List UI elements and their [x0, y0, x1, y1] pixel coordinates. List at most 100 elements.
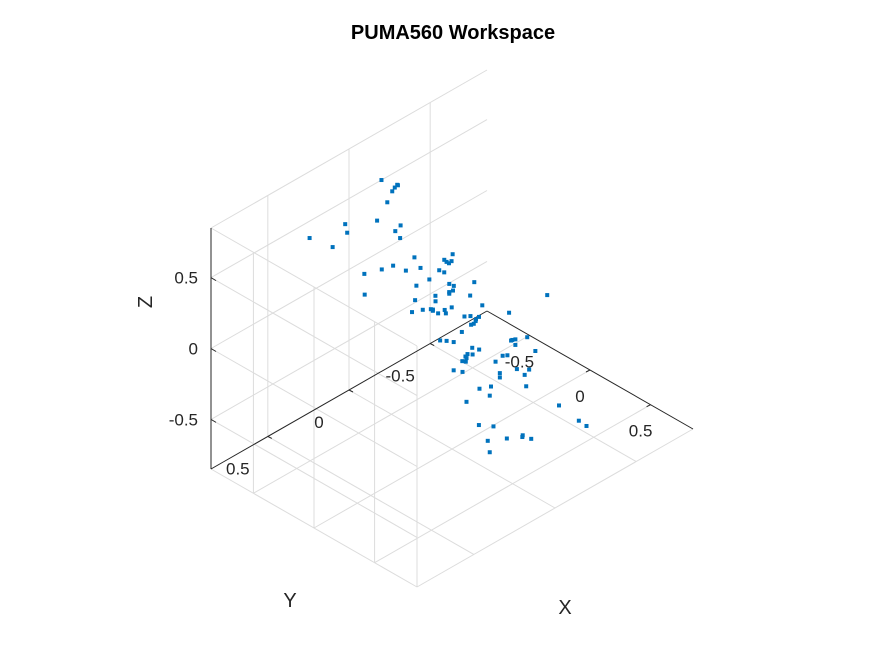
z-axis-label: Z	[135, 296, 157, 308]
y-axis-label: Y	[283, 590, 296, 612]
gridline-wallx-z	[210, 190, 488, 349]
y-tick-mark	[429, 343, 435, 346]
data-point	[470, 352, 475, 357]
data-point	[462, 314, 467, 319]
y-tick-label: 0	[314, 413, 323, 432]
data-point	[449, 305, 454, 310]
z-tick-mark	[210, 418, 217, 423]
data-point	[449, 259, 454, 264]
data-point	[476, 423, 481, 428]
data-point	[513, 342, 518, 347]
data-point	[545, 293, 550, 298]
data-point	[392, 185, 397, 190]
data-point	[513, 337, 518, 342]
data-point	[442, 270, 447, 275]
data-point	[343, 222, 348, 227]
data-point	[493, 359, 498, 364]
data-point	[412, 255, 417, 260]
gridline-floor-y	[348, 389, 556, 509]
data-point	[485, 438, 490, 443]
data-point	[469, 322, 474, 327]
data-point	[375, 218, 380, 223]
data-point	[491, 424, 496, 429]
gridline-floor-y	[267, 436, 475, 555]
data-point	[393, 229, 398, 234]
gridline-wally-z	[210, 348, 418, 467]
data-point	[413, 298, 418, 303]
data-point	[447, 281, 452, 286]
data-point	[459, 329, 464, 334]
axis-layer	[210, 228, 694, 470]
data-point	[463, 354, 468, 359]
point-layer	[307, 178, 589, 455]
data-point	[557, 403, 562, 408]
data-point	[460, 369, 465, 374]
data-point	[451, 368, 456, 373]
data-point	[465, 352, 470, 357]
data-point	[390, 189, 395, 194]
data-point	[362, 271, 367, 276]
data-point	[504, 436, 509, 441]
data-point	[430, 307, 435, 312]
data-point	[395, 182, 400, 187]
data-point	[420, 307, 425, 312]
data-point	[398, 236, 403, 241]
gridline-wally-z	[210, 418, 418, 538]
data-point	[463, 359, 468, 364]
data-point	[379, 267, 384, 272]
data-point	[446, 261, 451, 266]
data-point	[379, 178, 384, 183]
panel-edge	[416, 428, 694, 588]
gridline-wallx-z	[210, 260, 488, 420]
data-point	[533, 348, 538, 353]
data-point	[438, 338, 443, 343]
y-tick-label: -0.5	[386, 367, 415, 386]
data-point	[418, 265, 423, 270]
data-point	[471, 321, 476, 326]
z-tick-mark	[210, 277, 217, 282]
x-tick-mark	[585, 369, 591, 373]
data-point	[497, 375, 502, 380]
z-tick-label: 0	[189, 340, 198, 359]
data-point	[584, 423, 589, 428]
data-point	[442, 307, 447, 312]
data-point	[428, 307, 433, 312]
data-point	[525, 335, 530, 340]
data-point	[487, 393, 492, 398]
panel-edge	[210, 69, 488, 229]
data-point	[507, 310, 512, 315]
data-point	[436, 311, 441, 316]
x-tick-label: 0.5	[629, 422, 653, 441]
data-point	[442, 257, 447, 262]
data-point	[477, 347, 482, 352]
data-point	[477, 386, 482, 391]
data-point	[410, 310, 415, 315]
gridline-wally-z	[210, 277, 418, 397]
data-point	[468, 314, 473, 319]
data-point	[450, 252, 455, 257]
z-tick-mark	[210, 348, 217, 352]
data-point	[464, 399, 469, 404]
data-point	[489, 384, 493, 389]
data-point	[505, 353, 510, 358]
x-tick-label: 0	[575, 387, 584, 406]
z-tick-label: -0.5	[169, 410, 198, 429]
data-point	[433, 293, 438, 298]
data-point	[522, 372, 527, 377]
data-point	[460, 359, 465, 364]
tick-layer: -0.5 0 0.5 -0.5 0 0.5 -0.5 0 0.5	[169, 269, 653, 479]
data-point	[487, 450, 492, 455]
data-point	[385, 200, 390, 205]
data-point	[414, 283, 419, 288]
data-point	[472, 280, 477, 285]
y-tick-mark	[348, 389, 354, 393]
data-point	[437, 268, 442, 273]
data-point	[444, 338, 449, 343]
data-point	[470, 345, 475, 350]
data-point	[476, 314, 481, 319]
data-point	[510, 337, 515, 342]
data-point	[468, 293, 473, 298]
data-point	[307, 236, 312, 241]
